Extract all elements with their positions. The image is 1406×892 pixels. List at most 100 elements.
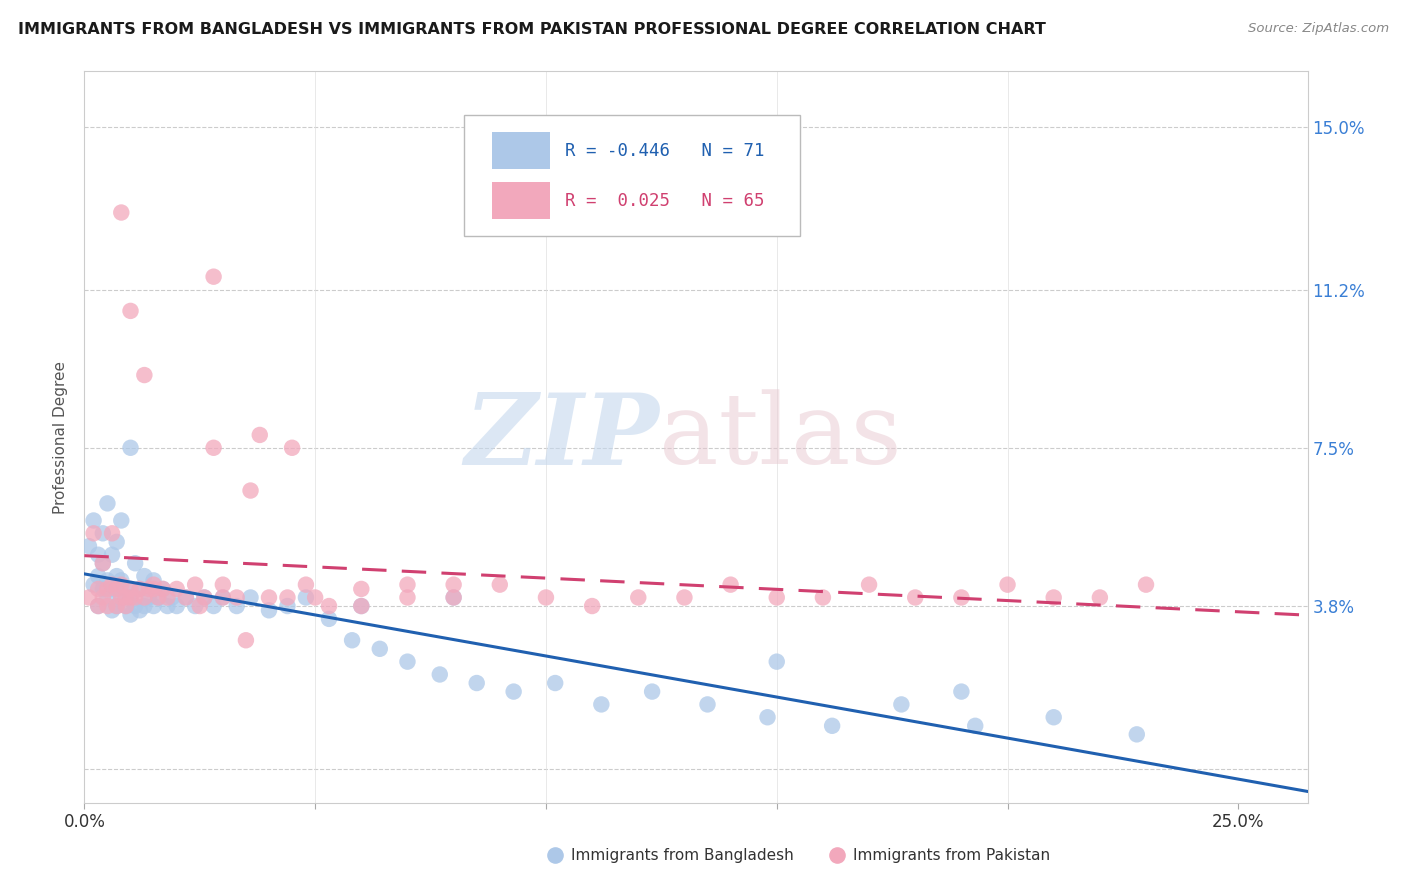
Point xyxy=(720,577,742,591)
Point xyxy=(257,603,280,617)
Point xyxy=(304,591,326,605)
Text: atlas: atlas xyxy=(659,389,903,485)
Point xyxy=(124,556,146,570)
Point xyxy=(696,698,718,712)
Point xyxy=(202,441,225,455)
Point xyxy=(396,655,419,669)
Point xyxy=(105,582,128,596)
Point xyxy=(1088,591,1111,605)
Point xyxy=(110,205,132,219)
Text: Source: ZipAtlas.com: Source: ZipAtlas.com xyxy=(1249,22,1389,36)
Point xyxy=(443,591,465,605)
Point xyxy=(105,599,128,613)
Point xyxy=(91,591,114,605)
Point xyxy=(276,599,298,613)
Point xyxy=(184,599,207,613)
Point xyxy=(443,577,465,591)
Point xyxy=(821,719,844,733)
Point xyxy=(87,599,110,613)
Point xyxy=(904,591,927,605)
Point xyxy=(96,599,118,613)
Point xyxy=(174,591,197,605)
Point xyxy=(115,582,138,596)
Point xyxy=(1126,727,1149,741)
Point xyxy=(225,599,247,613)
Point xyxy=(193,591,215,605)
Point xyxy=(142,574,165,588)
Point xyxy=(188,599,211,613)
Point xyxy=(105,599,128,613)
Point xyxy=(396,577,419,591)
Point xyxy=(110,574,132,588)
Point xyxy=(502,684,524,698)
Point xyxy=(101,582,124,596)
Point xyxy=(96,582,118,596)
Point xyxy=(134,599,156,613)
Point xyxy=(1042,710,1064,724)
Point xyxy=(83,526,105,541)
Point xyxy=(152,582,174,596)
Point xyxy=(211,577,233,591)
Point xyxy=(120,304,142,318)
Point xyxy=(997,577,1019,591)
Point xyxy=(77,591,100,605)
Point xyxy=(124,591,146,605)
Point xyxy=(138,582,160,596)
Point xyxy=(811,591,834,605)
Point xyxy=(673,591,696,605)
Point xyxy=(950,684,973,698)
Point xyxy=(465,676,488,690)
Point xyxy=(120,591,142,605)
Point xyxy=(142,599,165,613)
Point xyxy=(174,591,197,605)
Point xyxy=(295,591,318,605)
Point xyxy=(641,684,664,698)
Point xyxy=(115,599,138,613)
Point xyxy=(235,633,257,648)
Point xyxy=(368,641,391,656)
Point xyxy=(134,591,156,605)
Text: ZIP: ZIP xyxy=(464,389,659,485)
Text: R = -0.446   N = 71: R = -0.446 N = 71 xyxy=(565,142,765,160)
Point xyxy=(765,591,787,605)
Point xyxy=(627,591,650,605)
Point xyxy=(87,548,110,562)
Point xyxy=(429,667,451,681)
Point xyxy=(134,368,156,382)
Point xyxy=(156,591,179,605)
Point xyxy=(96,591,118,605)
Point xyxy=(534,591,557,605)
Point xyxy=(138,591,160,605)
Point xyxy=(148,591,170,605)
Point xyxy=(340,633,363,648)
Point xyxy=(124,599,146,613)
FancyBboxPatch shape xyxy=(492,132,550,169)
Point xyxy=(120,591,142,605)
Point xyxy=(96,574,118,588)
Point xyxy=(110,591,132,605)
Point xyxy=(87,582,110,596)
Text: Immigrants from Bangladesh: Immigrants from Bangladesh xyxy=(571,848,794,863)
Point xyxy=(318,599,340,613)
Point xyxy=(950,591,973,605)
Point xyxy=(120,582,142,596)
Point xyxy=(581,599,603,613)
Point xyxy=(91,556,114,570)
Point xyxy=(120,607,142,622)
Point xyxy=(120,441,142,455)
Text: Immigrants from Pakistan: Immigrants from Pakistan xyxy=(852,848,1050,863)
Point xyxy=(1135,577,1157,591)
Point xyxy=(756,710,779,724)
Point xyxy=(87,569,110,583)
Text: R =  0.025   N = 65: R = 0.025 N = 65 xyxy=(565,192,765,210)
Point xyxy=(890,698,912,712)
Point xyxy=(115,591,138,605)
Point xyxy=(350,599,373,613)
Point xyxy=(128,582,150,596)
Text: IMMIGRANTS FROM BANGLADESH VS IMMIGRANTS FROM PAKISTAN PROFESSIONAL DEGREE CORRE: IMMIGRANTS FROM BANGLADESH VS IMMIGRANTS… xyxy=(18,22,1046,37)
Point xyxy=(142,582,165,596)
Point xyxy=(83,514,105,528)
Point xyxy=(152,582,174,596)
Point xyxy=(156,599,179,613)
Point xyxy=(239,591,262,605)
